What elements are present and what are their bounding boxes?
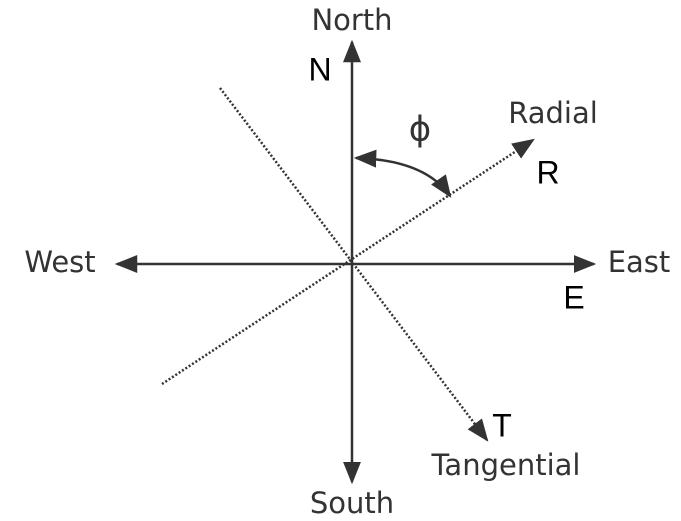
tangential-symbol: T — [492, 407, 512, 443]
east-symbol: E — [563, 279, 584, 315]
tangential-label: Tangential — [431, 448, 581, 482]
west-label: West — [24, 245, 95, 279]
radial-symbol: R — [536, 154, 559, 190]
angle-arc — [353, 149, 452, 198]
angle-symbol: ϕ — [409, 110, 431, 150]
radial-label: Radial — [508, 96, 598, 130]
south-label: South — [310, 486, 394, 520]
north-symbol: N — [308, 51, 331, 87]
north-label: North — [311, 3, 392, 37]
radial-line — [161, 138, 535, 386]
east-label: East — [608, 245, 671, 279]
tangential-line — [219, 87, 489, 442]
